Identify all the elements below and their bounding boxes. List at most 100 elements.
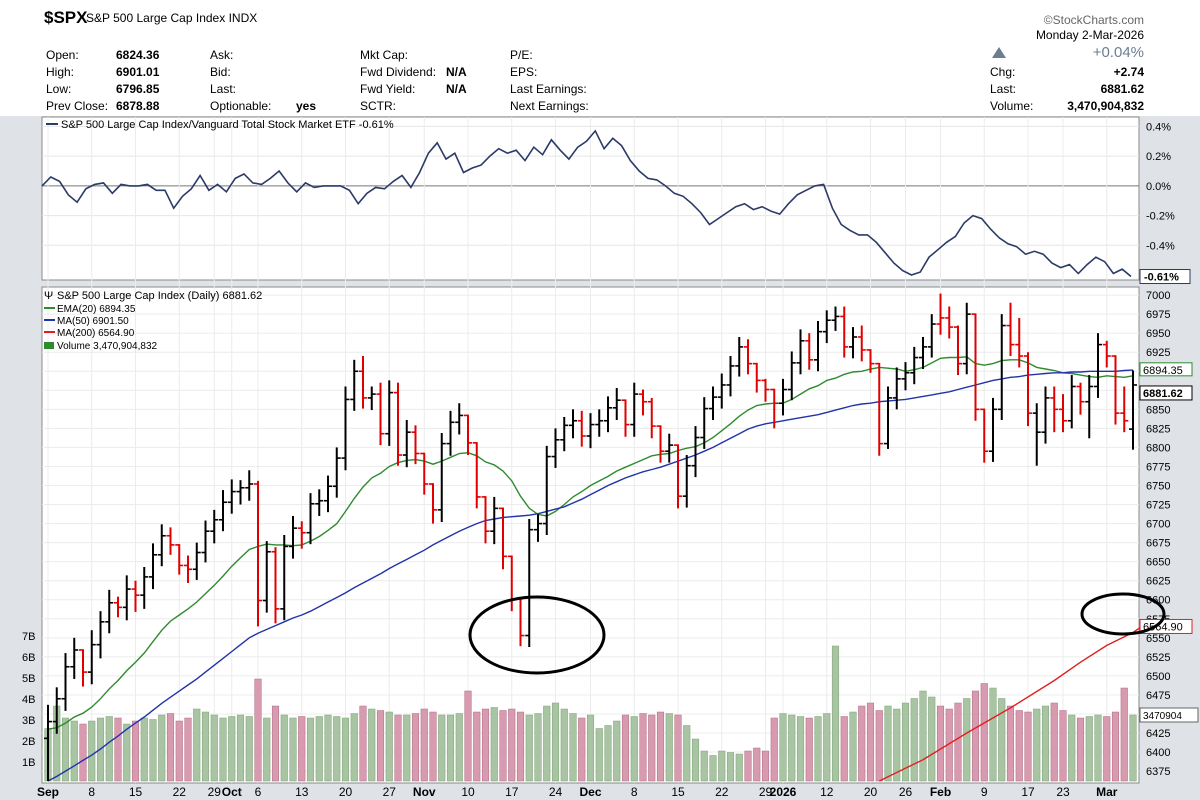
ask-label: Ask: bbox=[210, 48, 234, 62]
volume-bar bbox=[254, 678, 262, 782]
ohlc-bar bbox=[814, 320, 822, 372]
volume-bar bbox=[1050, 702, 1058, 782]
price-tick-label: 6725 bbox=[1146, 500, 1170, 512]
ohlc-bar bbox=[857, 325, 866, 362]
ohlc-bar bbox=[394, 382, 402, 466]
ohlc-bar bbox=[954, 325, 962, 376]
rs-tick-label: 0.0% bbox=[1146, 181, 1171, 193]
ohlc-bar bbox=[175, 544, 184, 575]
volume-bar bbox=[788, 714, 796, 782]
volume-bar bbox=[490, 707, 498, 782]
volume-bar bbox=[79, 723, 87, 782]
ohlc-bar bbox=[105, 589, 114, 634]
volume-bar bbox=[280, 714, 288, 782]
x-tick-label: Oct bbox=[222, 785, 242, 799]
ohlc-bar bbox=[700, 397, 709, 449]
open-label: Open: bbox=[46, 48, 79, 62]
volume-bar bbox=[665, 713, 673, 782]
volume-bar bbox=[980, 683, 988, 782]
ohlc-bar bbox=[604, 396, 612, 433]
volume-bar bbox=[814, 716, 822, 782]
volume-tick-label: 4B bbox=[22, 694, 35, 706]
prev-close-value: 6878.88 bbox=[116, 99, 160, 113]
volume-bar bbox=[648, 714, 656, 782]
high-label: High: bbox=[46, 65, 75, 79]
x-tick-label: 10 bbox=[461, 785, 475, 799]
volume-bar bbox=[578, 717, 586, 782]
volume-bar bbox=[131, 720, 140, 782]
ohlc-bar bbox=[761, 378, 770, 402]
ohlc-bar bbox=[122, 575, 131, 621]
volume-bar bbox=[376, 710, 385, 782]
volume-bar bbox=[315, 716, 323, 782]
ohlc-bar bbox=[1059, 394, 1067, 433]
price-tick-label: 6675 bbox=[1146, 538, 1170, 550]
ohlc-bar bbox=[490, 496, 499, 545]
fwd-yield-value: N/A bbox=[446, 82, 467, 96]
volume-bar bbox=[796, 716, 805, 782]
ohlc-icon: Ψ bbox=[44, 290, 53, 302]
ohlc-bar bbox=[472, 442, 481, 509]
last-price-tag-label: 6881.62 bbox=[1143, 388, 1183, 400]
volume-bar bbox=[508, 708, 516, 782]
price-tick-label: 6375 bbox=[1146, 766, 1170, 778]
ohlc-bar bbox=[289, 515, 297, 559]
chg-value: +2.74 bbox=[1113, 65, 1144, 79]
quote-date: Monday 2-Mar-2026 bbox=[1035, 28, 1144, 42]
volume-bar bbox=[245, 716, 253, 782]
volume-bar bbox=[394, 714, 402, 782]
ohlc-bar bbox=[884, 386, 892, 449]
volume-bar bbox=[368, 708, 376, 782]
ohlc-bar bbox=[936, 293, 945, 335]
volume-legend-icon bbox=[44, 342, 54, 349]
price-tick-label: 7000 bbox=[1146, 290, 1170, 302]
x-tick-label: 20 bbox=[339, 785, 353, 799]
ohlc-bar bbox=[376, 382, 385, 446]
ohlc-bar bbox=[1024, 352, 1032, 427]
exchange: INDX bbox=[228, 11, 258, 25]
last-price-value: 6881.62 bbox=[1100, 82, 1144, 96]
volume-tick-label: 2B bbox=[22, 736, 35, 748]
volume-bar bbox=[473, 711, 481, 782]
ohlc-bar bbox=[350, 359, 359, 411]
ohlc-bar bbox=[875, 362, 884, 456]
volume-bar bbox=[403, 714, 411, 782]
ohlc-bar bbox=[551, 428, 560, 468]
volume-bar bbox=[919, 690, 927, 782]
ticker-symbol[interactable]: $SPX bbox=[44, 8, 88, 27]
x-tick-label: 8 bbox=[631, 785, 638, 799]
ema20-line bbox=[47, 356, 1134, 730]
ohlc-bar bbox=[52, 687, 61, 734]
ohlc-bar bbox=[560, 416, 569, 452]
volume-bar bbox=[753, 747, 761, 782]
volume-bar bbox=[630, 716, 638, 782]
volume-bar bbox=[1085, 716, 1093, 782]
volume-bar bbox=[1033, 708, 1041, 782]
x-tick-label: 22 bbox=[715, 785, 729, 799]
ohlc-bar bbox=[1129, 370, 1137, 450]
volume-bar bbox=[823, 713, 831, 782]
price-tick-label: 6825 bbox=[1146, 423, 1170, 435]
last-earnings-label: Last Earnings: bbox=[510, 82, 587, 96]
price-tick-label: 6525 bbox=[1146, 652, 1170, 664]
prev-close-label: Prev Close: bbox=[46, 99, 109, 113]
fwd-dividend-value: N/A bbox=[446, 65, 467, 79]
ohlc-bar bbox=[980, 408, 989, 463]
volume-bar bbox=[639, 713, 647, 782]
brand-logo[interactable]: ©StockCharts.com bbox=[1043, 13, 1144, 27]
volume-bar bbox=[411, 713, 420, 782]
ohlc-bar bbox=[166, 527, 175, 555]
price-tick-label: 6650 bbox=[1146, 557, 1170, 569]
ohlc-bar bbox=[849, 327, 857, 359]
volume-bar bbox=[893, 708, 901, 782]
optionable-label: Optionable: bbox=[210, 99, 272, 113]
volume-bar bbox=[1129, 714, 1137, 782]
rs-last-value-label: -0.61% bbox=[1144, 272, 1179, 284]
rs-series-line bbox=[41, 129, 1132, 278]
ohlc-bar bbox=[1032, 403, 1041, 466]
volume-bar bbox=[779, 713, 787, 782]
volume-bar bbox=[560, 708, 568, 782]
ohlc-bar bbox=[341, 386, 350, 471]
ohlc-bar bbox=[44, 704, 52, 781]
